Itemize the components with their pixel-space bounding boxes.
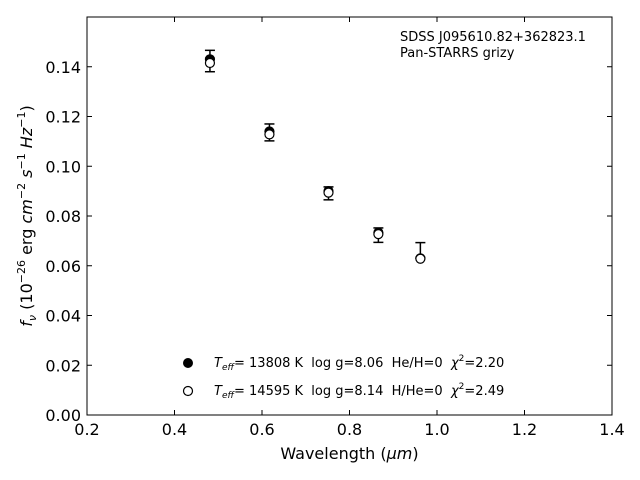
x-tick-label: 0.8	[337, 420, 362, 439]
point-open	[264, 129, 275, 140]
y-tick-label: 0.02	[45, 356, 81, 375]
x-tick-label: 1.0	[424, 420, 449, 439]
legend-label-filled: Teff= 13808 K log g=8.06 He/H=0 χ2=2.20	[214, 354, 504, 373]
legend-marker-open	[182, 385, 194, 397]
legend: Teff= 13808 K log g=8.06 He/H=0 χ2=2.20 …	[182, 354, 504, 401]
legend-marker-filled	[183, 358, 193, 368]
legend-label-open: Teff= 14595 K log g=8.14 H/He=0 χ2=2.49	[214, 382, 504, 401]
y-tick-label: 0.00	[45, 406, 81, 425]
axis-ticks: 0.2 0.4 0.6 0.8 1.0 1.2 1.4 0.00 0.02 0.04 0.06 0.0…	[45, 17, 625, 439]
y-tick-label: 0.12	[45, 108, 81, 127]
y-tick-label: 0.10	[45, 157, 81, 176]
x-tick-label: 1.2	[512, 420, 537, 439]
x-tick-label: 0.6	[249, 420, 274, 439]
x-tick-label: 0.2	[74, 420, 99, 439]
point-open	[204, 57, 216, 69]
point-open	[373, 229, 384, 240]
y-tick-label: 0.08	[45, 207, 81, 226]
x-tick-label: 0.4	[162, 420, 187, 439]
y-tick-label: 0.04	[45, 307, 81, 326]
point-open	[323, 187, 334, 198]
data-points	[204, 54, 426, 264]
annotation-survey: Pan-STARRS grizy	[400, 46, 515, 61]
y-tick-label: 0.06	[45, 257, 81, 276]
point-open	[415, 253, 426, 264]
y-axis-label: fν (10−26 erg cm−2 s−1 Hz−1)	[15, 105, 39, 326]
x-tick-label: 1.4	[599, 420, 624, 439]
x-axis-label: Wavelength (μm)	[280, 444, 418, 463]
plot-frame	[86, 16, 613, 416]
y-tick-label: 0.14	[45, 58, 81, 77]
annotation-object-name: SDSS J095610.82+362823.1	[400, 30, 586, 45]
